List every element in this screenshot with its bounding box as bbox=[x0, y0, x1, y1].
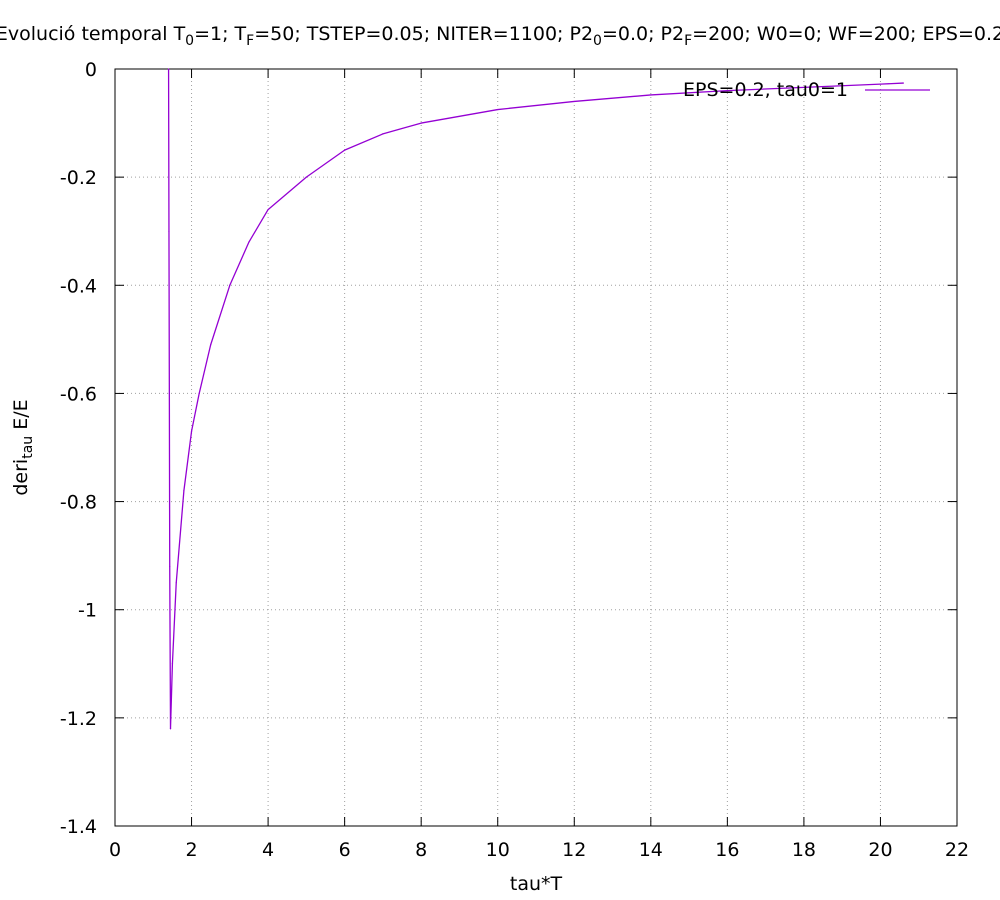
data-point bbox=[168, 392, 170, 395]
data-point bbox=[183, 490, 185, 492]
data-point bbox=[902, 82, 905, 84]
x-tick-label: 10 bbox=[486, 839, 510, 861]
legend-label: EPS=0.2, tau0=1 bbox=[683, 79, 848, 101]
data-point bbox=[879, 83, 882, 85]
y-tick-label: -0.2 bbox=[60, 167, 97, 189]
y-tick-label: 0 bbox=[85, 59, 97, 81]
data-point bbox=[167, 68, 170, 70]
y-tick-label: -0.4 bbox=[60, 275, 97, 297]
data-point bbox=[497, 108, 499, 111]
data-point bbox=[726, 90, 728, 92]
y-tick-label: -1 bbox=[78, 600, 97, 622]
data-point bbox=[803, 86, 805, 88]
axes bbox=[114, 68, 958, 827]
plot-border bbox=[114, 68, 958, 827]
y-axis-label: deritau E/E bbox=[10, 399, 36, 495]
data-point bbox=[169, 565, 171, 568]
x-tick-label: 2 bbox=[185, 839, 197, 861]
x-tick-label: 16 bbox=[715, 839, 739, 861]
chart-title: Evolució temporal T0=1; TF=50; TSTEP=0.0… bbox=[0, 23, 1000, 49]
data-point bbox=[267, 208, 269, 211]
subscript-part: tau bbox=[20, 436, 36, 459]
labels: Evolució temporal T0=1; TF=50; TSTEP=0.0… bbox=[0, 23, 1000, 895]
x-tick-label: 14 bbox=[639, 839, 663, 861]
subscript-part: 0 bbox=[185, 33, 194, 49]
grid bbox=[115, 69, 957, 826]
data-point bbox=[171, 663, 174, 665]
data-point bbox=[169, 728, 172, 730]
text-part: =50; TSTEP=0.05; NITER=1100; P2 bbox=[254, 23, 593, 45]
data-point bbox=[344, 149, 346, 151]
data-point bbox=[650, 94, 652, 96]
subscript-part: F bbox=[684, 33, 692, 49]
data-point bbox=[198, 392, 200, 395]
data-point bbox=[248, 241, 250, 243]
data-point bbox=[420, 122, 422, 124]
x-tick-label: 6 bbox=[339, 839, 351, 861]
legend: EPS=0.2, tau0=1 bbox=[683, 79, 930, 101]
text-part: =200; W0=0; WF=200; EPS=0.2 bbox=[692, 23, 1000, 45]
data-point bbox=[175, 582, 177, 584]
subscript-part: 0 bbox=[593, 33, 602, 49]
y-tick-label: -0.6 bbox=[60, 383, 97, 405]
x-tick-label: 0 bbox=[109, 839, 121, 861]
subscript-part: F bbox=[246, 33, 254, 49]
text-part: =0.0; P2 bbox=[602, 23, 684, 45]
data-point bbox=[210, 344, 212, 346]
data-point bbox=[382, 133, 384, 135]
data-point bbox=[190, 430, 193, 432]
x-tick-label: 20 bbox=[868, 839, 892, 861]
data-point bbox=[168, 230, 170, 232]
text-part: deri bbox=[10, 459, 32, 496]
x-tick-label: 4 bbox=[262, 839, 274, 861]
x-tick-label: 18 bbox=[792, 839, 816, 861]
y-tick-label: -1.4 bbox=[60, 816, 97, 838]
x-tick-label: 22 bbox=[945, 839, 969, 861]
x-axis-label: tau*T bbox=[510, 873, 563, 895]
y-tick-label: -1.2 bbox=[60, 708, 97, 730]
y-tick-label: -0.8 bbox=[60, 492, 97, 514]
text-part: E/E bbox=[10, 399, 32, 435]
data-point bbox=[305, 176, 307, 178]
ticks: 0 2 4 6 8 10 12 14 16 18 20 22 0 -0.2 -0.4 -0.6 -0.8 -1 -1… bbox=[60, 59, 969, 861]
text-part: Evolució temporal T bbox=[0, 23, 186, 45]
text-part: =1; T bbox=[194, 23, 246, 45]
data-point bbox=[229, 284, 231, 286]
x-tick-label: 12 bbox=[562, 839, 586, 861]
data-point bbox=[573, 100, 575, 103]
series-layer bbox=[167, 68, 905, 730]
x-tick-label: 8 bbox=[415, 839, 427, 861]
